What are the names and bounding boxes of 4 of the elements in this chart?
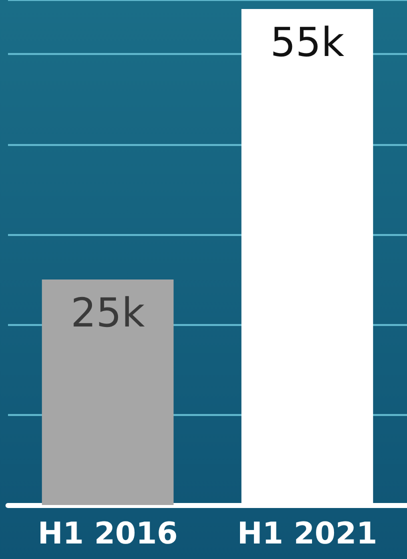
x-tick-label: H1 2016 — [38, 516, 178, 552]
x-tick-label: H1 2021 — [237, 516, 378, 552]
data-label: 25k — [70, 290, 146, 337]
data-label: 55k — [270, 20, 346, 66]
